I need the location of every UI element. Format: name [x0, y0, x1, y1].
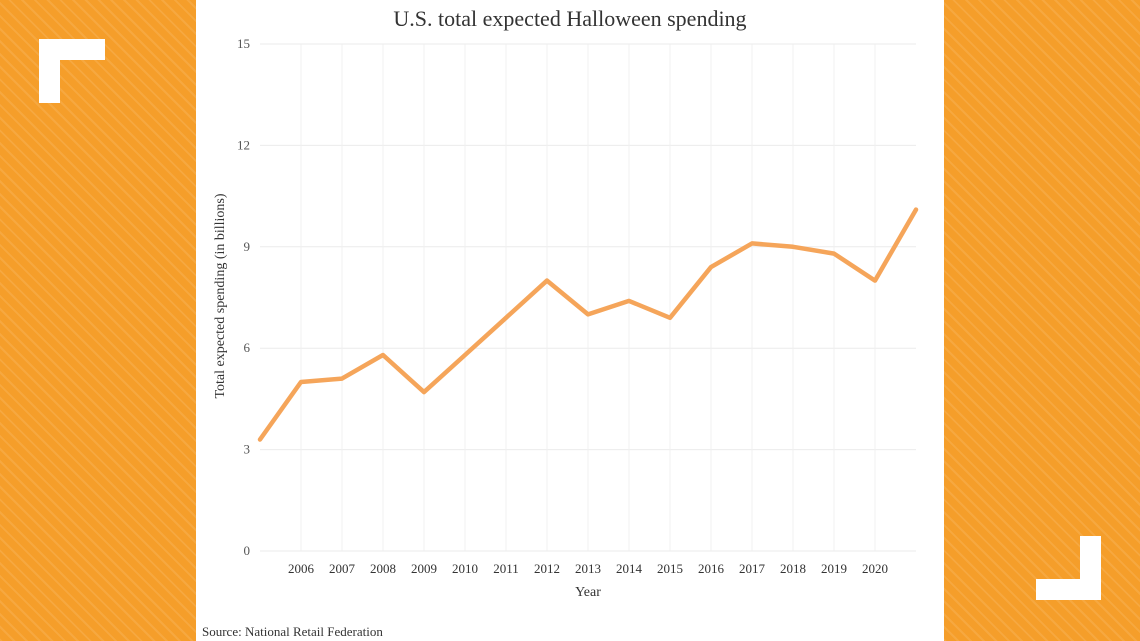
- y-tick-labels: 0 3 6 9 12 15: [237, 36, 251, 558]
- x-tick-label: 2006: [288, 561, 315, 576]
- y-tick-label: 15: [237, 36, 250, 51]
- top-left-corner-bracket-icon: [39, 39, 105, 103]
- x-tick-label: 2017: [739, 561, 766, 576]
- x-tick-label: 2015: [657, 561, 683, 576]
- x-tick-label: 2019: [821, 561, 847, 576]
- x-axis-label: Year: [575, 585, 601, 600]
- source-note: Source: National Retail Federation: [202, 624, 383, 639]
- y-tick-label: 3: [244, 442, 251, 457]
- x-tick-label: 2012: [534, 561, 560, 576]
- x-tick-label: 2011: [493, 561, 519, 576]
- y-tick-label: 6: [244, 340, 251, 355]
- chart-panel: U.S. total expected Halloween spending 0…: [196, 0, 944, 641]
- x-tick-label: 2008: [370, 561, 396, 576]
- bottom-right-corner-bracket-icon: [1036, 536, 1101, 600]
- y-tick-label: 9: [244, 239, 251, 254]
- x-tick-label: 2014: [616, 561, 643, 576]
- x-tick-labels: 2006 2007 2008 2009 2010 2011 2012 2013 2014 2015…: [288, 561, 888, 576]
- gridlines: [260, 43, 916, 552]
- x-tick-label: 2013: [575, 561, 601, 576]
- line-chart: 0 3 6 9 12 15 2006 2007 2008 2009 2010 2011 2012 201…: [213, 36, 919, 600]
- y-tick-label: 0: [244, 543, 251, 558]
- x-tick-label: 2007: [329, 561, 356, 576]
- x-tick-label: 2020: [862, 561, 888, 576]
- y-tick-label: 12: [237, 137, 250, 152]
- right-background-panel: [944, 0, 1140, 641]
- x-tick-label: 2009: [411, 561, 437, 576]
- left-background-panel: [0, 0, 196, 641]
- x-tick-label: 2018: [780, 561, 806, 576]
- y-axis-label: Total expected spending (in billions): [213, 193, 228, 398]
- x-tick-label: 2010: [452, 561, 478, 576]
- series-lines: [257, 207, 919, 442]
- chart-title: U.S. total expected Halloween spending: [393, 6, 747, 31]
- x-tick-label: 2016: [698, 561, 725, 576]
- series-line-0: [257, 207, 919, 442]
